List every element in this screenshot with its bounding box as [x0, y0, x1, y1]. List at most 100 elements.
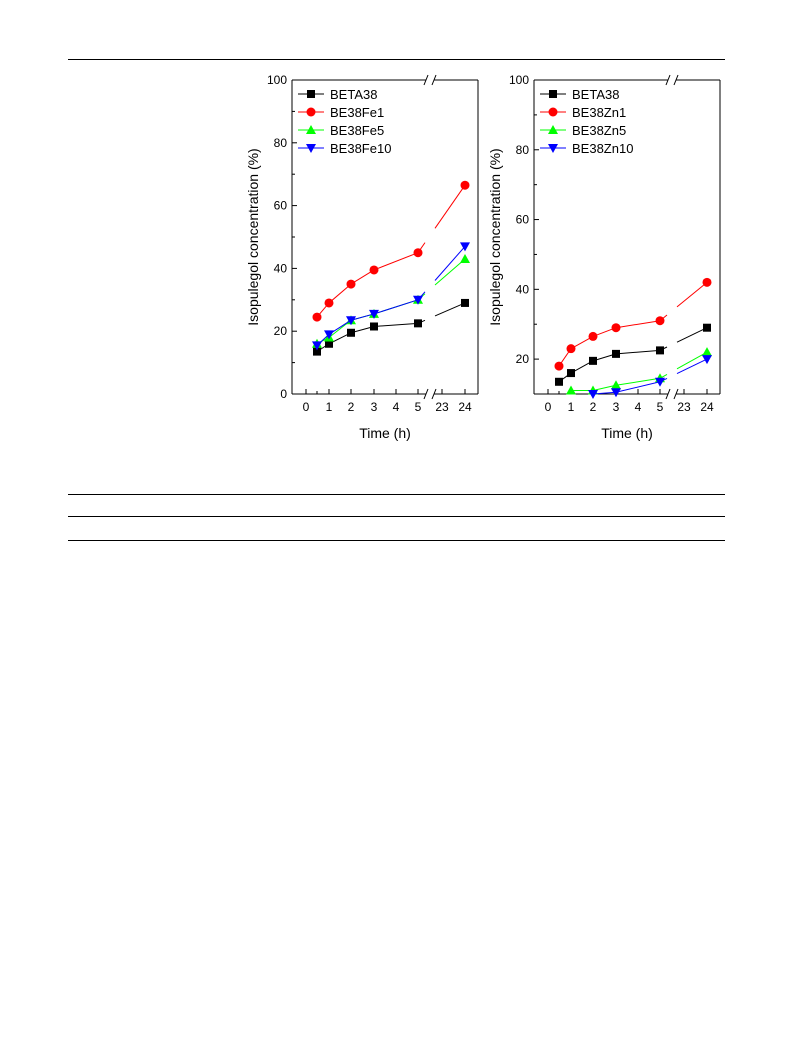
- legend-label: BE38Fe1: [330, 105, 384, 120]
- data-point: [612, 349, 620, 358]
- y-tick-label: 60: [516, 213, 530, 227]
- series-line: [592, 384, 617, 391]
- x-tick-label: 5: [657, 400, 664, 414]
- data-point: [460, 180, 470, 190]
- x-tick-label: 4: [393, 400, 400, 414]
- y-tick-label: 80: [516, 143, 530, 157]
- x-tick-label: 5: [415, 400, 422, 414]
- data-point: [460, 242, 470, 252]
- data-point: [611, 380, 621, 390]
- axis-break-mark: [665, 388, 671, 400]
- y-axis-label: Isopulegol concentration (%): [245, 148, 261, 325]
- data-point: [655, 316, 665, 326]
- x-tick-label: 24: [700, 400, 714, 414]
- data-point: [555, 377, 563, 386]
- x-axis-label: Time (h): [359, 425, 411, 441]
- series-line: [434, 246, 466, 281]
- legend-marker: [306, 125, 316, 134]
- legend-marker: [306, 107, 316, 117]
- y-tick-label: 40: [274, 261, 288, 275]
- data-point: [461, 298, 469, 307]
- x-tick-label: 2: [348, 400, 355, 414]
- legend-label: BE38Zn5: [572, 123, 626, 138]
- series-line: [592, 391, 617, 395]
- series-0: [555, 323, 711, 386]
- data-point: [370, 322, 378, 331]
- series-line: [676, 281, 708, 308]
- data-point: [324, 298, 334, 308]
- data-point: [566, 385, 576, 395]
- series-line: [434, 184, 466, 229]
- legend-label: BE38Fe10: [330, 141, 391, 156]
- data-point: [611, 388, 621, 398]
- y-tick-label: 60: [274, 199, 288, 213]
- data-point: [369, 265, 379, 275]
- data-point: [414, 319, 422, 328]
- data-point: [611, 323, 621, 333]
- data-point: [413, 248, 423, 258]
- series-3: [588, 355, 712, 399]
- data-point: [567, 369, 575, 378]
- data-point: [325, 339, 333, 348]
- series-line: [434, 302, 466, 317]
- legend-label: BETA38: [330, 87, 377, 102]
- axis-break-mark: [673, 388, 679, 400]
- series-line: [328, 283, 352, 304]
- series-line: [373, 299, 419, 315]
- data-point: [312, 341, 322, 351]
- series-line: [615, 381, 661, 393]
- legend-marker: [306, 144, 316, 153]
- data-point: [656, 346, 664, 355]
- y-tick-label: 40: [516, 282, 530, 296]
- data-point: [589, 356, 597, 365]
- x-tick-label: 24: [458, 400, 472, 414]
- x-tick-label: 23: [677, 400, 691, 414]
- y-tick-label: 100: [267, 73, 287, 87]
- series-line: [350, 313, 375, 321]
- data-point: [312, 312, 322, 322]
- data-point: [702, 277, 712, 287]
- data-point: [369, 309, 379, 319]
- x-tick-label: 0: [545, 400, 552, 414]
- x-tick-label: 23: [435, 400, 449, 414]
- y-tick-label: 0: [280, 387, 287, 401]
- data-point: [588, 331, 598, 341]
- data-point: [346, 316, 356, 326]
- legend-marker: [548, 125, 558, 134]
- legend-marker: [548, 107, 558, 117]
- legend-label: BETA38: [572, 87, 619, 102]
- data-point: [702, 355, 712, 365]
- axis-break-mark: [423, 388, 429, 400]
- data-point: [324, 330, 334, 340]
- y-tick-label: 80: [274, 136, 288, 150]
- legend-marker: [549, 90, 557, 98]
- y-axis-label: Isopulegol concentration (%): [487, 148, 503, 325]
- data-point: [566, 344, 576, 354]
- top-rule: [68, 59, 725, 60]
- series-line: [615, 349, 661, 355]
- series-line: [676, 358, 708, 375]
- data-point: [554, 361, 564, 371]
- x-tick-label: 3: [371, 400, 378, 414]
- series-line: [373, 322, 419, 327]
- y-tick-label: 20: [516, 352, 530, 366]
- table-rule: [68, 516, 725, 517]
- legend-label: BE38Zn1: [572, 105, 626, 120]
- data-point: [313, 347, 321, 356]
- axis-break-mark: [423, 74, 429, 86]
- axis-break-mark: [673, 74, 679, 86]
- table-rule: [68, 540, 725, 541]
- series-line: [615, 377, 661, 386]
- series-1: [312, 180, 470, 322]
- x-tick-label: 4: [635, 400, 642, 414]
- series-3: [312, 242, 470, 351]
- series-0: [313, 298, 469, 356]
- series-line: [434, 258, 466, 286]
- x-tick-label: 1: [568, 400, 575, 414]
- y-tick-label: 100: [509, 73, 529, 87]
- series-line: [676, 327, 708, 343]
- series-2: [566, 347, 712, 395]
- legend-label: BE38Fe5: [330, 123, 384, 138]
